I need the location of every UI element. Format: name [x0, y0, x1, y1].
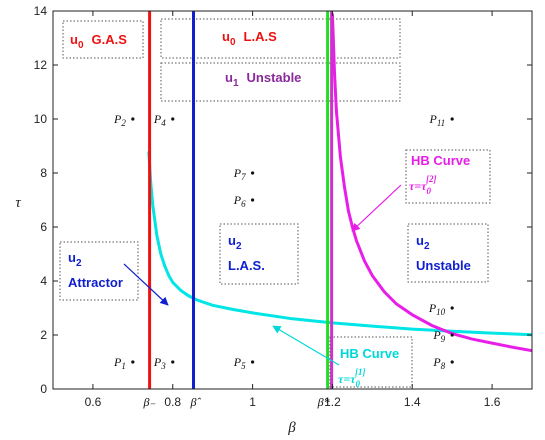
svg-text:HB Curve: HB Curve: [340, 346, 399, 361]
annotation-box: [407, 223, 489, 283]
annotation-hb1: HB Curve τ=τ0[1]: [338, 346, 399, 389]
arrow-hb1: [272, 325, 340, 366]
arrow-hb2: [351, 184, 402, 232]
annotation-box: [59, 241, 139, 301]
y-tick-label: 14: [34, 4, 48, 18]
vline-label-2: β̂: [190, 395, 202, 409]
y-axis-label: τ: [15, 195, 21, 211]
annotation-box: [405, 149, 491, 204]
x-tick-label: 1.2: [324, 395, 341, 409]
svg-text:L.A.S.: L.A.S.: [228, 258, 265, 273]
hb-curve-1: [147, 151, 533, 337]
annotation-box: [160, 18, 401, 59]
point-p7: [250, 171, 255, 175]
point-p1: [131, 360, 135, 364]
vline-label-3: β*: [317, 395, 330, 409]
x-tick-label: 0.6: [85, 395, 102, 409]
svg-text:Attractor: Attractor: [68, 275, 123, 290]
svg-text:Unstable: Unstable: [416, 258, 471, 273]
y-tick-label: 10: [34, 112, 48, 126]
annotation-box: [62, 20, 144, 59]
x-axis-label: β: [287, 420, 296, 436]
point-p10: [450, 306, 454, 310]
x-tick-label: 1.4: [404, 395, 421, 409]
point-p2: [131, 117, 135, 121]
vline-label-1: β₋: [142, 395, 156, 409]
x-tick-label: 0.8: [164, 395, 181, 409]
svg-text:HB Curve: HB Curve: [411, 153, 470, 168]
y-tick-label: 0: [40, 382, 47, 396]
annotation-box: [160, 62, 401, 102]
y-tick-label: 6: [40, 220, 47, 234]
point-p8: [450, 360, 454, 364]
annotation-hb2: HB Curve τ=τ0[2]: [409, 153, 470, 196]
y-tick-label: 4: [40, 274, 47, 288]
plot-frame: [52, 10, 533, 390]
y-tick-label: 2: [40, 328, 47, 342]
x-tick-label: 1.6: [484, 395, 501, 409]
point-p9: [450, 333, 454, 337]
y-tick-label: 12: [34, 58, 48, 72]
hb-curve-2: [330, 13, 533, 353]
svg-text:τ=τ0[2]: τ=τ0[2]: [409, 174, 437, 196]
annotation-box: [219, 223, 299, 285]
point-p6: [250, 198, 255, 202]
annotation-box: [329, 336, 413, 388]
x-tick-label: 1: [249, 395, 256, 409]
point-p5: [250, 360, 255, 364]
y-tick-label: 8: [40, 166, 47, 180]
point-p3: [171, 360, 175, 364]
point-p11: [450, 117, 454, 121]
svg-text:τ=τ0[1]: τ=τ0[1]: [338, 367, 366, 389]
arrow-attractor: [123, 263, 169, 306]
point-p4: [171, 117, 175, 121]
